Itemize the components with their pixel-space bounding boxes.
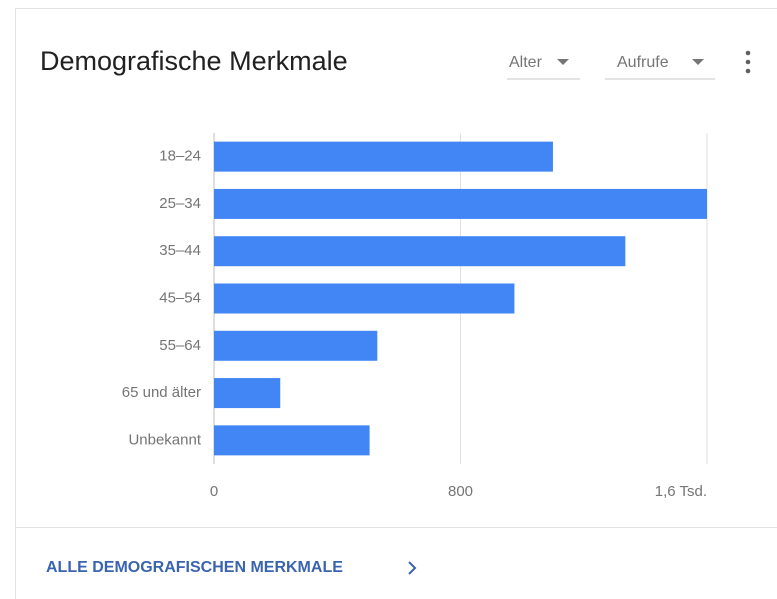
metric-dropdown[interactable]: Aufrufe (605, 54, 715, 80)
y-tick-label: 55–64 (159, 337, 201, 354)
bar (214, 425, 370, 456)
card-title: Demografische Merkmale (40, 46, 348, 76)
y-tick-label: 25–34 (159, 195, 201, 212)
y-tick-label: 65 und älter (122, 384, 201, 401)
bar (214, 330, 378, 361)
plot: 0 800 1,6 Tsd. 18–24 25–34 35–44 45–54 55–64 65 … (122, 133, 708, 500)
more-menu[interactable] (745, 50, 751, 74)
footer-link[interactable]: ALLE DEMOGRAFISCHEN MERKMALE (46, 559, 417, 576)
y-tick-label: 35–44 (159, 242, 201, 259)
x-tick-label: 800 (448, 483, 473, 500)
y-tick-label: 18–24 (159, 148, 201, 165)
dimension-dropdown[interactable]: Alter (507, 54, 580, 80)
dropdown-arrow (557, 59, 569, 65)
bar (214, 188, 707, 219)
dropdown-label: Aufrufe (617, 54, 669, 71)
chevron (408, 561, 417, 575)
x-tick-label: 1,6 Tsd. (655, 483, 707, 500)
menu-dot (745, 68, 751, 74)
y-tick-label: 45–54 (159, 289, 201, 306)
dropdown-label: Alter (509, 54, 543, 71)
x-tick-label: 0 (210, 483, 218, 500)
y-tick-label: Unbekannt (128, 431, 201, 448)
footer-link-text: ALLE DEMOGRAFISCHEN MERKMALE (46, 559, 343, 576)
dropdown-arrow (692, 59, 704, 65)
bar (214, 236, 626, 267)
bar (214, 283, 515, 314)
bar (214, 141, 553, 172)
menu-dot (745, 50, 751, 56)
menu-dot (745, 59, 751, 65)
bar (214, 378, 281, 409)
